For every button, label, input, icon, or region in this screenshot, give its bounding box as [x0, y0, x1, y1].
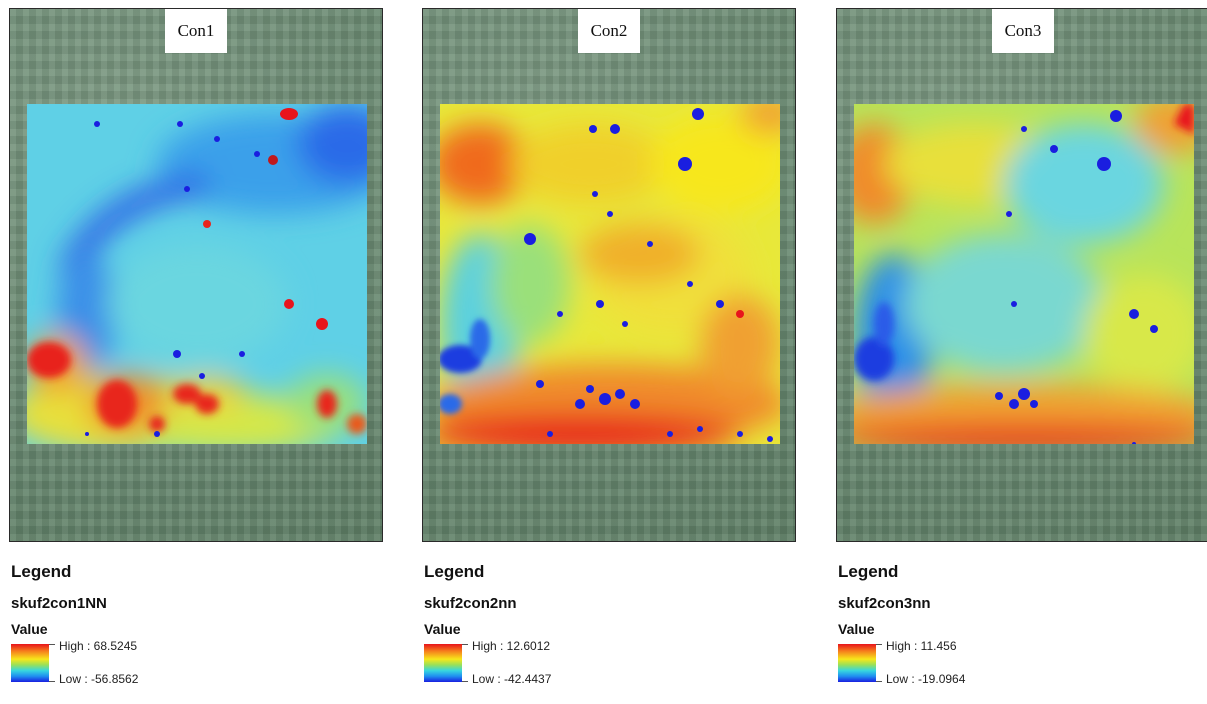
map-legend: Legend skuf2con3nn Value High : 11.456 L…	[838, 562, 965, 686]
legend-high-label: High : 68.5245	[59, 639, 138, 653]
map-frame: Con3	[836, 8, 1207, 542]
map-panel-con2: Con2	[422, 0, 802, 704]
legend-high-label: High : 11.456	[886, 639, 957, 653]
color-ramp	[424, 644, 462, 682]
legend-heading: Legend	[11, 562, 72, 581]
legend-color-scale: High : 12.6012 Low : -42.4437	[424, 639, 551, 686]
raster-layer	[27, 104, 367, 444]
legend-color-scale: High : 11.456 Low : -19.0964	[838, 639, 965, 686]
map-title: Con1	[165, 9, 227, 53]
map-legend: Legend skuf2con2nn Value High : 12.6012 …	[424, 562, 551, 686]
ramp-tick-high	[876, 644, 882, 645]
legend-heading: Legend	[424, 562, 485, 581]
map-panel-con3: Con3	[836, 0, 1207, 704]
ramp-tick-high	[49, 644, 55, 645]
ramp-tick-low	[876, 681, 882, 682]
legend-low-label: Low : -56.8562	[59, 672, 139, 686]
map-frame: Con2	[422, 8, 796, 542]
legend-layer-name: skuf2con2nn	[424, 595, 517, 612]
map-legend: Legend skuf2con1NN Value High : 68.5245 …	[11, 562, 138, 686]
legend-layer-name: skuf2con1NN	[11, 595, 107, 612]
color-ramp	[838, 644, 876, 682]
map-frame: Con1	[9, 8, 383, 542]
raster-layer	[440, 104, 780, 444]
legend-heading: Legend	[838, 562, 899, 581]
legend-value-label: Value	[838, 621, 875, 637]
map-title: Con3	[992, 9, 1054, 53]
legend-high-label: High : 12.6012	[472, 639, 551, 653]
ramp-tick-high	[462, 644, 468, 645]
ramp-tick-low	[462, 681, 468, 682]
map-title: Con2	[578, 9, 640, 53]
legend-value-label: Value	[11, 621, 48, 637]
legend-low-label: Low : -19.0964	[886, 672, 966, 686]
legend-layer-name: skuf2con3nn	[838, 595, 931, 612]
color-ramp	[11, 644, 49, 682]
map-panel-con1: Con1	[9, 0, 389, 704]
ramp-tick-low	[49, 681, 55, 682]
raster-layer	[854, 104, 1194, 444]
legend-value-label: Value	[424, 621, 461, 637]
legend-color-scale: High : 68.5245 Low : -56.8562	[11, 639, 138, 686]
legend-low-label: Low : -42.4437	[472, 672, 552, 686]
